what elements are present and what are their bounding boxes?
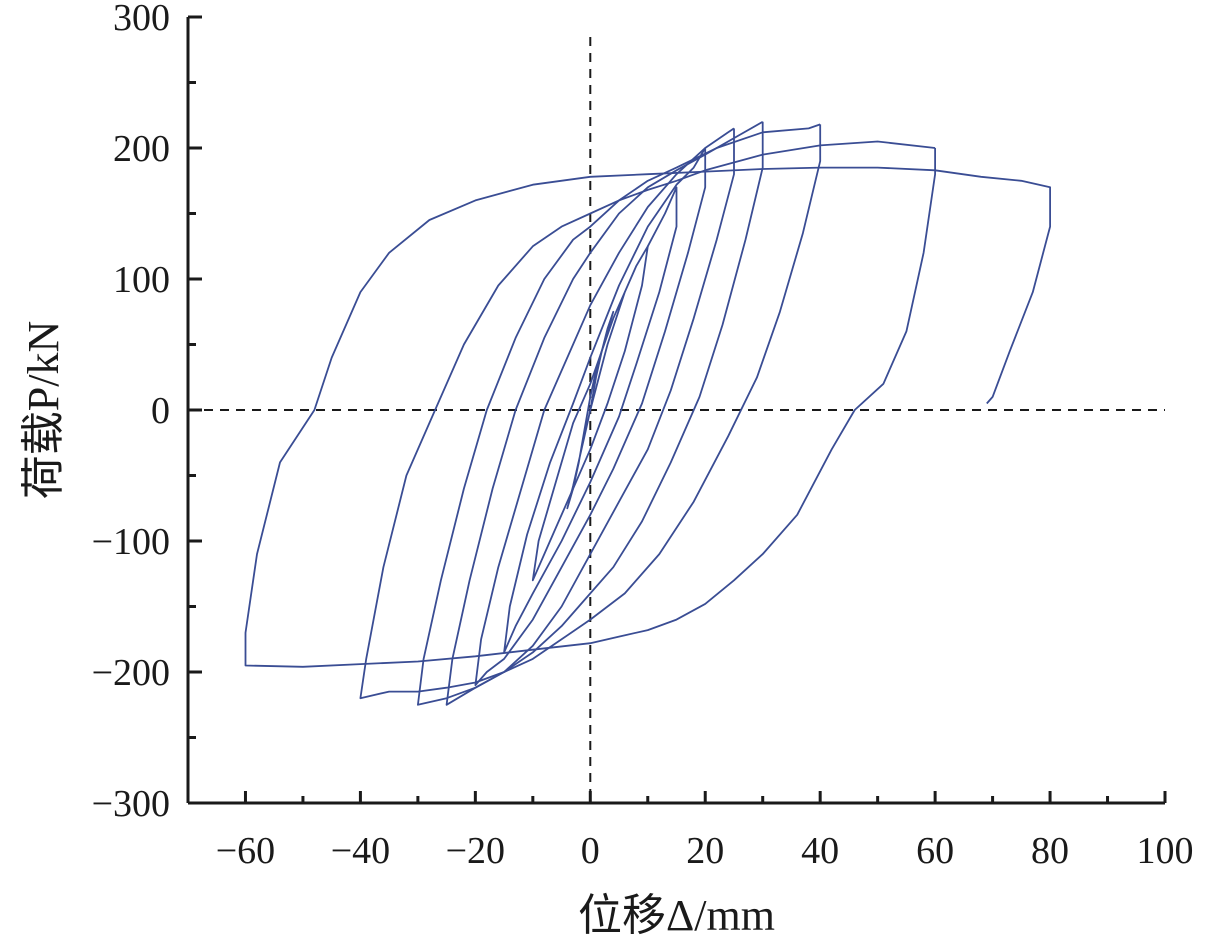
y-tick-label: 0: [151, 390, 170, 432]
tick-labels: −60 −40 −20 0 20 40 60 80 100−300−200−1000100200…: [92, 0, 1194, 872]
x-tick-label: −20: [446, 830, 505, 872]
x-tick-label: −40: [331, 830, 390, 872]
x-tick-label: 0: [581, 830, 600, 872]
hysteresis-loop-4: [474, 127, 735, 686]
x-tick-label: −60: [216, 830, 275, 872]
y-tick-label: −300: [92, 783, 170, 825]
x-tick-label: 80: [1031, 830, 1069, 872]
x-tick-label: 100: [1137, 830, 1194, 872]
y-axis-title: 荷载P/kN: [19, 321, 68, 499]
y-tick-label: −100: [92, 521, 170, 563]
x-axis-title: 位移Δ/mm: [578, 891, 775, 940]
reference-lines: [188, 37, 1165, 803]
x-tick-label: 40: [801, 830, 839, 872]
axes-group: [186, 15, 1167, 805]
y-tick-label: −200: [92, 652, 170, 694]
hysteresis-loop-3: [503, 147, 706, 654]
series-group: [244, 121, 1051, 706]
hysteresis-loop-7: [359, 124, 936, 700]
y-tick-label: 300: [113, 0, 170, 39]
hysteresis-loop-2: [531, 245, 649, 582]
hysteresis-loop-6: [417, 121, 821, 706]
y-tick-label: 100: [113, 259, 170, 301]
y-tick-label: 200: [113, 128, 170, 170]
x-tick-label: 60: [916, 830, 954, 872]
hysteresis-loop-8: [244, 148, 1051, 668]
x-tick-label: 20: [686, 830, 724, 872]
